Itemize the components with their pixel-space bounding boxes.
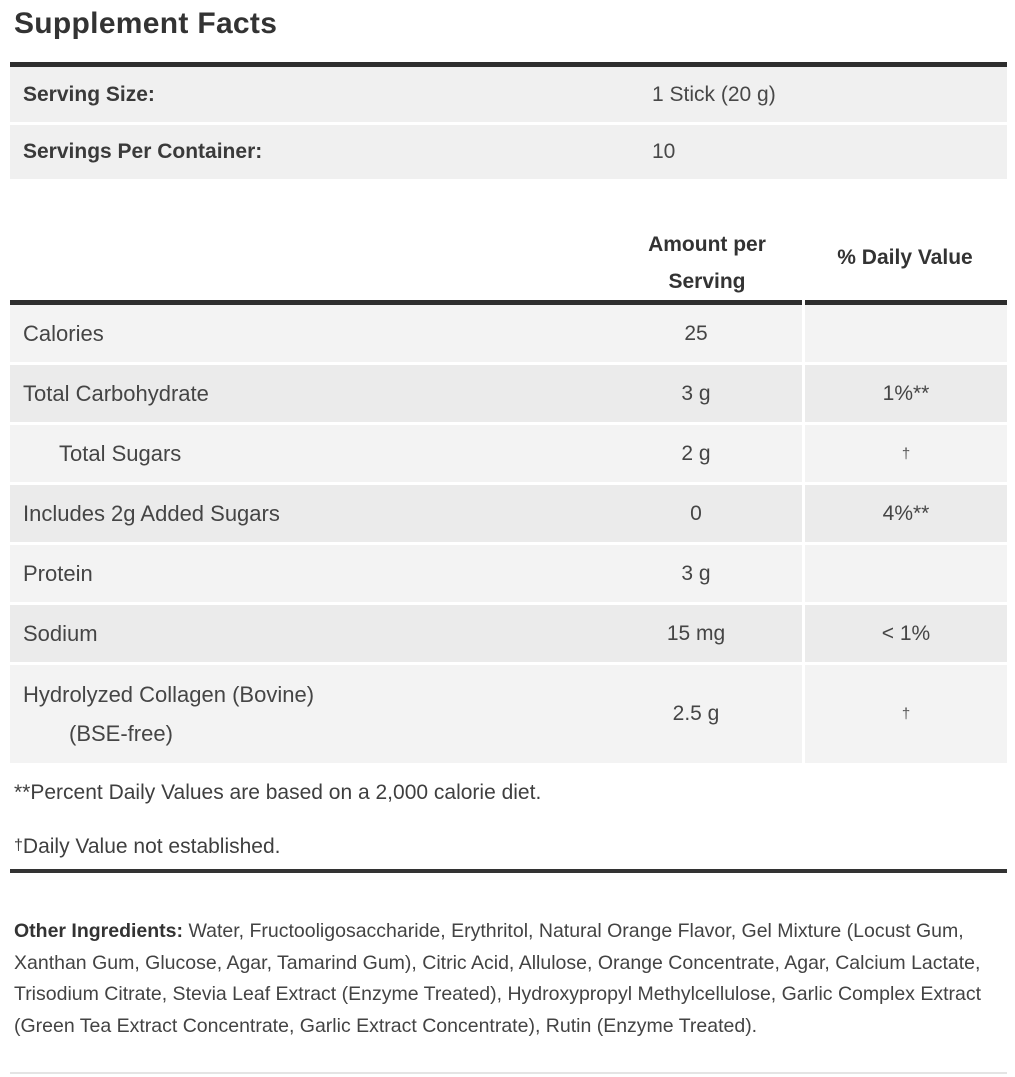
serving-size-label: Serving Size: bbox=[23, 82, 155, 106]
divider-under-title bbox=[10, 62, 1007, 67]
table-row-protein: Protein 3 g bbox=[10, 545, 1007, 602]
amount-value: 25 bbox=[684, 321, 708, 345]
table-row-added-sugars: Includes 2g Added Sugars 0 4%** bbox=[10, 485, 1007, 542]
table-row-hydrolyzed-collagen: Hydrolyzed Collagen (Bovine) (BSE-free) … bbox=[10, 665, 1007, 763]
amount-value: 3 g bbox=[681, 561, 711, 585]
amount-value: 2 g bbox=[681, 441, 711, 465]
nutrient-name: Calories bbox=[23, 320, 104, 346]
amount-value: 15 mg bbox=[666, 621, 726, 645]
amount-value: 2.5 g bbox=[672, 702, 720, 725]
table-row-total-carbohydrate: Total Carbohydrate 3 g 1%** bbox=[10, 365, 1007, 422]
bottom-divider bbox=[10, 1072, 1007, 1074]
page-title: Supplement Facts bbox=[14, 7, 278, 40]
daily-value: 4%** bbox=[882, 501, 930, 525]
serving-size-row: Serving Size: 1 Stick (20 g) bbox=[10, 67, 1007, 122]
divider-under-header-right bbox=[805, 300, 1007, 305]
nutrient-name-line2: (BSE-free) bbox=[69, 721, 173, 746]
nutrient-name: Hydrolyzed Collagen (Bovine) (BSE-free) bbox=[23, 675, 314, 753]
table-row-total-sugars: Total Sugars 2 g † bbox=[10, 425, 1007, 482]
table-row-calories: Calories 25 bbox=[10, 305, 1007, 362]
amount-value: 3 g bbox=[681, 381, 711, 405]
daily-value: † bbox=[901, 445, 911, 462]
divider-under-header-left bbox=[10, 300, 802, 305]
nutrient-name: Includes 2g Added Sugars bbox=[23, 500, 280, 526]
nutrient-name: Protein bbox=[23, 560, 93, 586]
servings-per-container-value: 10 bbox=[652, 140, 676, 163]
footnote-dagger: †Daily Value not established. bbox=[14, 835, 281, 859]
servings-per-container-row: Servings Per Container: 10 bbox=[10, 125, 1007, 179]
footnote-text: Percent Daily Values are based on a 2,00… bbox=[30, 781, 542, 804]
footnote-daily-values: **Percent Daily Values are based on a 2,… bbox=[14, 781, 541, 805]
footnote-text: Daily Value not established. bbox=[22, 835, 281, 858]
nutrient-name: Sodium bbox=[23, 620, 98, 646]
table-row-sodium: Sodium 15 mg < 1% bbox=[10, 605, 1007, 662]
footnote-marker: † bbox=[14, 836, 23, 854]
footnote-marker: ** bbox=[14, 781, 31, 804]
nutrient-name-line1: Hydrolyzed Collagen (Bovine) bbox=[23, 682, 315, 707]
other-ingredients-paragraph: Other Ingredients: Water, Fructooligosac… bbox=[14, 916, 990, 1042]
daily-value: 1%** bbox=[882, 381, 930, 405]
nutrient-name: Total Sugars bbox=[59, 440, 182, 466]
servings-per-container-label: Servings Per Container: bbox=[23, 140, 263, 163]
daily-value: † bbox=[901, 705, 911, 723]
column-header-amount-per-serving: Amount per Serving bbox=[648, 233, 766, 293]
daily-value: < 1% bbox=[881, 621, 931, 645]
nutrient-name: Total Carbohydrate bbox=[23, 380, 209, 406]
column-header-daily-value: % Daily Value bbox=[837, 246, 973, 269]
serving-size-value: 1 Stick (20 g) bbox=[652, 82, 776, 106]
amount-value: 0 bbox=[690, 501, 702, 525]
other-ingredients-label: Other Ingredients: bbox=[14, 920, 184, 942]
divider-above-ingredients bbox=[10, 869, 1007, 873]
other-ingredients-text: Water, Fructooligosaccharide, Erythritol… bbox=[14, 920, 982, 1037]
